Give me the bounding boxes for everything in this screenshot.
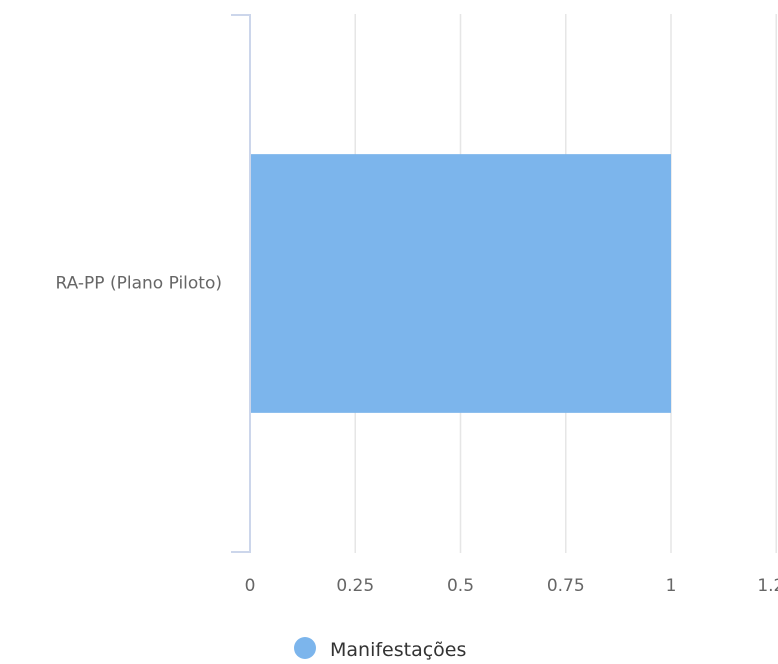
axis-labels: 0 0.25 0.5 0.75 1 1.25 RA-PP (Plano Piloto) bbox=[56, 274, 778, 597]
x-tick-label: 1 bbox=[666, 576, 677, 596]
x-tick-label: 1.25 bbox=[757, 576, 778, 596]
legend-label: Manifestações bbox=[330, 639, 466, 661]
bar[interactable] bbox=[251, 154, 671, 413]
y-category-label: RA-PP (Plano Piloto) bbox=[56, 274, 222, 294]
x-tick-label: 0.5 bbox=[447, 576, 474, 596]
bars bbox=[251, 154, 671, 413]
axes bbox=[231, 14, 251, 553]
legend-item-manifestacoes[interactable]: Manifestações bbox=[294, 637, 466, 661]
legend-symbol bbox=[294, 637, 316, 659]
x-tick-label: 0 bbox=[245, 576, 256, 596]
x-tick-label: 0.25 bbox=[336, 576, 374, 596]
legend[interactable]: Manifestações bbox=[294, 637, 466, 661]
x-tick-label: 0.75 bbox=[547, 576, 585, 596]
